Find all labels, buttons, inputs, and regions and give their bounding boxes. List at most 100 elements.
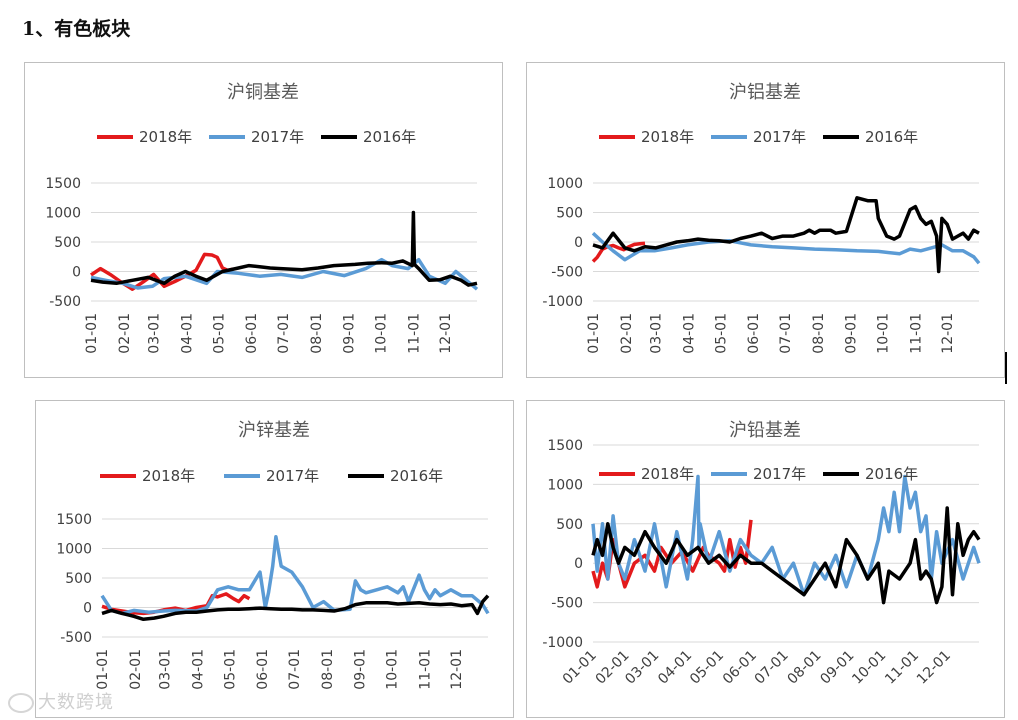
x-tick-label: 05-01: [713, 313, 729, 354]
x-tick-label: 09-01: [844, 313, 860, 354]
x-tick-label: 01-01: [84, 313, 100, 354]
section-heading: 1、有色板块: [22, 18, 131, 40]
legend-label: 2016年: [865, 128, 918, 146]
x-tick-label: 01-01: [586, 313, 602, 354]
chart-panel-copper: 沪铜基差 1500 1000 500 0 -500 01-01 02-01 03-01 04-01…: [24, 62, 503, 378]
x-tick-label: 10-01: [849, 648, 889, 688]
x-tick-label: 12-01: [449, 649, 465, 690]
x-tick-label: 04-01: [681, 313, 697, 354]
x-tick-label: 09-01: [817, 648, 857, 688]
chart-panel-zinc: 沪锌基差 1500 1000 500 0 -500 01-01 02-01 03-01 04-01…: [35, 400, 514, 718]
y-tick-label: -500: [551, 596, 583, 612]
legend-label: 2018年: [142, 467, 195, 485]
legend-label: 2018年: [139, 128, 192, 146]
x-tick-label: 07-01: [276, 313, 292, 354]
x-tick-label: 02-01: [619, 313, 635, 354]
x-tick-label: 11-01: [417, 649, 433, 690]
x-tick-label: 07-01: [752, 648, 792, 688]
x-tick-label: 03-01: [147, 313, 163, 354]
x-tick-label: 11-01: [882, 648, 922, 688]
x-tick-label: 06-01: [244, 313, 260, 354]
edge-marker: [1005, 352, 1007, 384]
x-tick-label: 01-01: [95, 649, 111, 690]
x-tick-label: 09-01: [342, 313, 358, 354]
x-tick-label: 08-01: [785, 648, 825, 688]
y-tick-label: 0: [574, 556, 583, 572]
x-tick-label: 04-01: [190, 649, 206, 690]
legend-label: 2016年: [390, 467, 443, 485]
series-line: [591, 506, 981, 605]
chart-title: 沪铅基差: [729, 420, 801, 441]
y-tick-label: 0: [574, 235, 583, 251]
series-line: [591, 241, 646, 263]
x-tick-label: 01-01: [560, 648, 600, 688]
y-tick-label: 500: [556, 517, 583, 533]
x-tick-label: 02-01: [128, 649, 144, 690]
x-tick-label: 09-01: [353, 649, 369, 690]
y-tick-label: 1000: [547, 176, 583, 192]
x-tick-label: 10-01: [385, 649, 401, 690]
series-line: [101, 594, 490, 622]
x-tick-label: 04-01: [655, 648, 695, 688]
x-tick-label: 07-01: [287, 649, 303, 690]
chart-panel-aluminum: 沪铝基差 1000 500 0 -500 -1000 01-01 02-01 03-01 04-0…: [526, 62, 1005, 378]
x-tick-label: 03-01: [622, 648, 662, 688]
watermark: 大数跨境: [8, 688, 114, 714]
x-tick-label: 06-01: [720, 648, 760, 688]
x-tick-label: 05-01: [211, 313, 227, 354]
y-tick-label: 1500: [56, 512, 92, 528]
y-tick-label: 0: [72, 265, 81, 281]
x-tick-label: 06-01: [746, 313, 762, 354]
y-tick-label: 500: [65, 571, 92, 587]
legend-label: 2017年: [251, 128, 304, 146]
x-tick-label: 10-01: [876, 313, 892, 354]
y-tick-label: 500: [54, 235, 81, 251]
y-tick-label: 1000: [45, 206, 81, 222]
x-tick-label: 05-01: [222, 649, 238, 690]
x-tick-label: 12-01: [914, 648, 954, 688]
y-tick-label: 500: [556, 206, 583, 222]
y-tick-label: -1000: [542, 294, 583, 310]
legend-label: 2017年: [266, 467, 319, 485]
x-tick-label: 05-01: [687, 648, 727, 688]
x-tick-label: 08-01: [309, 313, 325, 354]
watermark-text: 大数跨境: [38, 692, 114, 713]
x-tick-label: 02-01: [117, 313, 133, 354]
series-line: [90, 257, 479, 291]
legend-label: 2017年: [753, 465, 806, 483]
y-tick-label: -500: [49, 294, 81, 310]
x-tick-label: 03-01: [158, 649, 174, 690]
y-tick-label: 1500: [547, 438, 583, 454]
y-tick-label: 0: [83, 601, 92, 617]
y-tick-label: 1000: [56, 542, 92, 558]
legend-label: 2018年: [641, 465, 694, 483]
x-tick-label: 08-01: [320, 649, 336, 690]
legend-label: 2016年: [363, 128, 416, 146]
x-tick-label: 08-01: [811, 313, 827, 354]
x-tick-label: 04-01: [179, 313, 195, 354]
x-tick-label: 12-01: [438, 313, 454, 354]
series-line: [592, 196, 980, 274]
chart-title: 沪铝基差: [729, 82, 801, 103]
x-tick-label: 11-01: [908, 313, 924, 354]
x-tick-label: 06-01: [255, 649, 271, 690]
legend-label: 2018年: [641, 128, 694, 146]
y-tick-label: -500: [60, 630, 92, 646]
y-tick-label: 1000: [547, 477, 583, 493]
x-tick-label: 10-01: [374, 313, 390, 354]
chart-panel-lead: 沪铅基差 1500 1000 500 0 -500 -1000 01-01 02-01 03-01…: [526, 400, 1005, 718]
legend-label: 2017年: [753, 128, 806, 146]
lead-basis-chart: 沪铅基差150010005000-500-100001-0102-0103-01…: [542, 420, 981, 688]
chart-title: 沪锌基差: [238, 420, 310, 441]
legend-label: 2016年: [865, 465, 918, 483]
x-tick-label: 03-01: [649, 313, 665, 354]
y-tick-label: 1500: [45, 176, 81, 192]
series-line: [591, 474, 981, 597]
series-line: [90, 210, 478, 287]
series-line: [90, 252, 234, 291]
y-tick-label: -1000: [542, 635, 583, 651]
x-tick-label: 07-01: [778, 313, 794, 354]
watermark-logo-icon: [8, 693, 34, 713]
